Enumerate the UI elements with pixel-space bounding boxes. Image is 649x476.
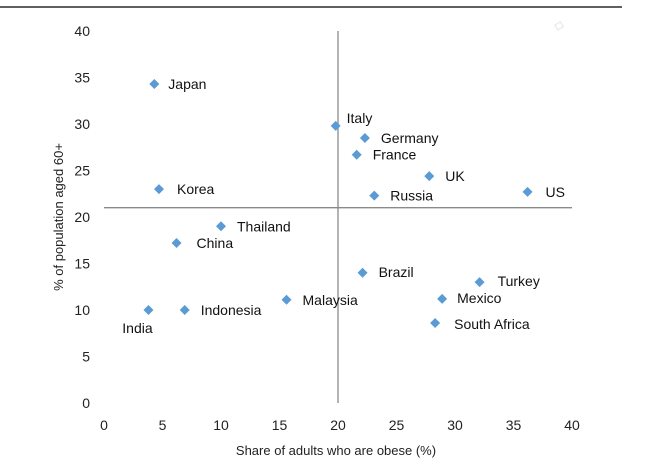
data-point: France — [351, 147, 417, 163]
diamond-marker — [143, 305, 154, 315]
y-axis-label: % of population aged 60+ — [51, 143, 66, 291]
point-label: Mexico — [457, 290, 502, 306]
point-label: France — [373, 147, 417, 163]
point-label: UK — [445, 168, 465, 184]
diamond-marker — [369, 190, 380, 201]
x-tick-label: 0 — [100, 417, 108, 433]
y-tick-label: 35 — [74, 70, 90, 86]
diamond-marker — [179, 305, 190, 315]
data-point: Malaysia — [281, 292, 358, 308]
diamond-marker — [437, 293, 448, 304]
point-label: India — [122, 320, 153, 336]
x-tick-label: 30 — [447, 417, 463, 433]
x-axis-label: Share of adults who are obese (%) — [236, 443, 436, 458]
x-tick-label: 25 — [389, 417, 405, 433]
diamond-marker — [330, 120, 341, 131]
x-tick-label: 35 — [506, 417, 522, 433]
data-point: Turkey — [474, 273, 540, 289]
data-point: Italy — [330, 110, 373, 131]
x-tick-labels: 0 5 10 15 20 25 30 35 40 — [100, 417, 580, 433]
diamond-marker — [153, 184, 164, 195]
diamond-marker — [430, 318, 441, 329]
y-tick-label: 15 — [74, 256, 90, 272]
data-point: South Africa — [430, 316, 530, 332]
data-point: Brazil — [357, 264, 414, 280]
data-point: UK — [424, 168, 465, 184]
point-label: Indonesia — [201, 302, 262, 318]
point-label: Russia — [390, 188, 433, 204]
x-tick-label: 15 — [272, 417, 288, 433]
y-tick-label: 30 — [74, 116, 90, 132]
point-label: Japan — [168, 76, 206, 92]
x-tick-label: 40 — [564, 417, 580, 433]
diamond-marker — [359, 132, 370, 143]
point-label: Thailand — [237, 218, 291, 234]
y-tick-label: 25 — [74, 163, 90, 179]
y-tick-labels: 0 5 10 15 20 25 30 35 40 — [74, 23, 90, 411]
point-label: South Africa — [454, 316, 530, 332]
diamond-marker — [281, 294, 292, 305]
y-tick-label: 10 — [74, 302, 90, 318]
x-tick-label: 10 — [213, 417, 229, 433]
data-point: Germany — [359, 130, 439, 146]
y-tick-label: 20 — [74, 209, 90, 225]
point-label: Brazil — [379, 264, 414, 280]
diamond-marker — [474, 277, 485, 288]
diamond-marker — [522, 186, 533, 197]
x-tick-label: 20 — [330, 417, 346, 433]
data-point: Russia — [369, 188, 433, 204]
data-point: Korea — [153, 181, 215, 197]
x-tick-label: 5 — [159, 417, 167, 433]
diamond-marker — [424, 171, 435, 182]
point-label: Turkey — [498, 273, 540, 289]
point-label: Italy — [347, 110, 373, 126]
data-point: India — [122, 305, 154, 336]
y-tick-label: 5 — [82, 349, 90, 365]
point-label: Germany — [381, 130, 439, 146]
data-point: Indonesia — [179, 302, 262, 318]
data-point: Japan — [149, 76, 206, 92]
point-label: Korea — [177, 181, 215, 197]
diamond-marker — [351, 149, 362, 160]
data-point: Mexico — [437, 290, 502, 306]
diamond-marker — [171, 238, 182, 249]
diamond-marker — [149, 79, 160, 90]
diamond-marker — [357, 267, 368, 278]
point-label: Malaysia — [303, 292, 358, 308]
y-tick-label: 40 — [74, 23, 90, 39]
data-point: Thailand — [216, 218, 291, 234]
y-tick-label: 0 — [82, 395, 90, 411]
diamond-marker — [216, 221, 226, 232]
point-label: China — [197, 235, 234, 251]
data-point: China — [171, 235, 234, 251]
point-label: US — [546, 184, 565, 200]
data-point: US — [522, 184, 565, 200]
